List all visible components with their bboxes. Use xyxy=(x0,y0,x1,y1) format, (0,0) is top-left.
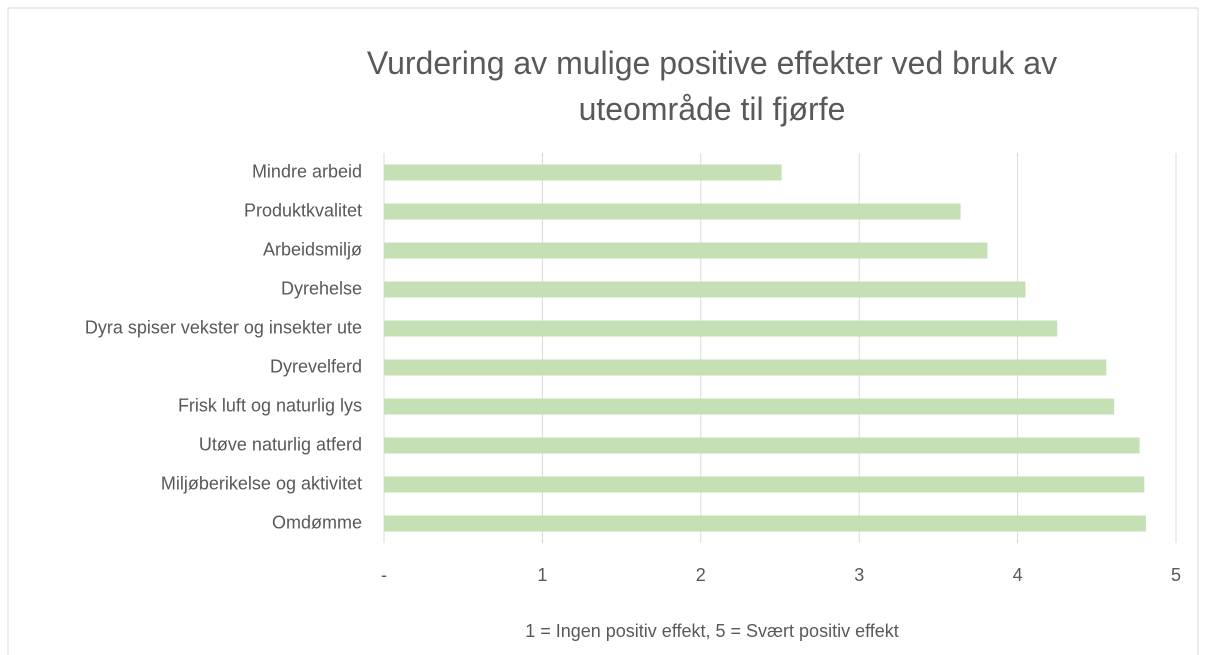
y-tick-label: Omdømme xyxy=(272,512,362,532)
y-tick-label: Dyrehelse xyxy=(281,278,362,298)
bar xyxy=(384,281,1026,298)
x-tick-label: 2 xyxy=(696,565,706,585)
bar xyxy=(384,398,1115,415)
y-tick-label: Mindre arbeid xyxy=(252,161,362,181)
x-tick-label: 1 xyxy=(537,565,547,585)
bar xyxy=(384,164,782,181)
bar xyxy=(384,320,1058,337)
bar xyxy=(384,242,988,259)
x-tick-label: 4 xyxy=(1013,565,1023,585)
y-tick-label: Frisk luft og naturlig lys xyxy=(178,395,362,415)
bar xyxy=(384,437,1140,454)
y-tick-label: Dyra spiser vekster og insekter ute xyxy=(85,317,362,337)
y-tick-label: Utøve naturlig atferd xyxy=(199,434,362,454)
bar xyxy=(384,515,1146,532)
bar xyxy=(384,476,1145,493)
chart-title: Vurdering av mulige positive effekter ve… xyxy=(366,45,1058,127)
chart-border xyxy=(7,7,1199,655)
bar xyxy=(384,203,961,220)
y-tick-label: Miljøberikelse og aktivitet xyxy=(161,473,362,493)
y-tick-label: Arbeidsmiljø xyxy=(263,239,362,259)
x-tick-label: 3 xyxy=(854,565,864,585)
y-tick-label: Dyrevelferd xyxy=(270,356,362,376)
bar xyxy=(384,359,1107,376)
x-axis-label: 1 = Ingen positiv effekt, 5 = Svært posi… xyxy=(525,621,899,641)
y-tick-label: Produktkvalitet xyxy=(244,200,362,220)
x-tick-label: - xyxy=(381,565,387,585)
x-tick-label: 5 xyxy=(1171,565,1181,585)
